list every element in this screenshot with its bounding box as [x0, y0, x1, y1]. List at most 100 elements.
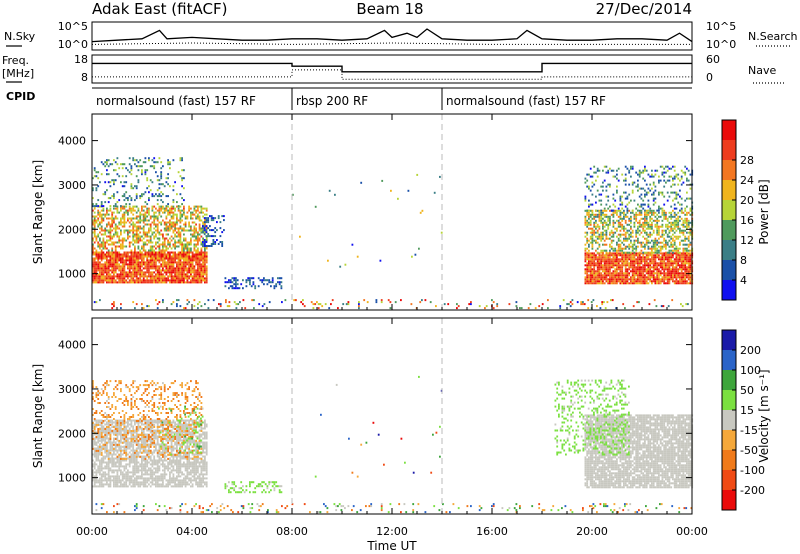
power-cell-844 — [193, 277, 196, 280]
power-cell-1466 — [162, 219, 164, 222]
power-cell-3437 — [630, 235, 632, 238]
power-cell-481 — [149, 271, 152, 274]
power-cell-1179 — [121, 215, 124, 218]
power-cell-594 — [163, 279, 166, 282]
power-cell-3818 — [684, 237, 687, 240]
power-cell-3493 — [638, 229, 641, 232]
power-cell-911 — [200, 259, 203, 262]
power-cell-3303 — [610, 247, 613, 250]
power-cell-3754 — [673, 219, 676, 222]
velocity-cell-179 — [104, 475, 107, 478]
power-cell-3054 — [684, 268, 687, 271]
power-cell-1670 — [190, 237, 192, 240]
power-cell-3692 — [665, 213, 667, 216]
power-cell-174 — [111, 253, 114, 256]
power-cell-3586 — [651, 233, 653, 236]
power-cell-2011 — [167, 195, 169, 198]
power-cell-2297 — [591, 254, 594, 257]
power-cell-3485 — [637, 229, 639, 232]
power-cell-1076 — [107, 235, 110, 238]
power-cell-1956 — [148, 199, 150, 202]
power-cell-43 — [95, 253, 98, 256]
power-cell-1546 — [172, 217, 175, 220]
power-cell-4081 — [656, 209, 659, 212]
power-cell-3952 — [612, 169, 615, 172]
power-cell-1954 — [146, 177, 149, 180]
velocity-cell-329 — [114, 483, 117, 486]
power-cell-1100 — [111, 241, 114, 244]
power-cell-110 — [104, 265, 107, 268]
velocity-cell-134 — [100, 463, 103, 466]
power-cell-4197 — [111, 307, 114, 310]
power-cell-1506 — [167, 221, 169, 224]
power-cell-2350 — [598, 266, 601, 269]
power-cell-1929 — [137, 169, 140, 172]
power-cell-2073 — [207, 235, 210, 238]
velocity-cell-241 — [107, 455, 110, 458]
power-cell-2338 — [596, 260, 599, 263]
power-cell-196 — [114, 269, 117, 272]
power-cell-897 — [198, 257, 201, 260]
power-cell-943 — [204, 255, 206, 258]
power-cell-913 — [200, 255, 203, 258]
power-cell-4318 — [484, 307, 486, 310]
velocity-cell-2 — [92, 477, 94, 480]
power-cell-3319 — [612, 223, 615, 226]
power-cell-1905 — [130, 187, 133, 190]
power-cell-4068 — [652, 199, 655, 202]
power-cell-86 — [100, 257, 103, 260]
power-cell-3545 — [645, 227, 648, 230]
velocity-cell-269 — [109, 447, 112, 450]
power-cell-2043 — [181, 157, 183, 160]
power-cell-3549 — [645, 217, 648, 220]
power-cell-1323 — [142, 233, 145, 236]
velocity-cell-244 — [107, 449, 110, 452]
velocity-cell-228 — [107, 483, 110, 486]
power-cell-4349 — [580, 301, 583, 304]
power-cell-3004 — [679, 278, 681, 281]
velocity-cell-73 — [97, 485, 100, 488]
power-cell-1657 — [188, 241, 190, 244]
velocity-cell-130 — [100, 473, 103, 476]
power-cell-886 — [198, 279, 201, 282]
power-cell-721 — [177, 253, 180, 256]
power-cell-1707 — [195, 237, 197, 240]
power-cell-429 — [142, 263, 145, 266]
power-cell-3481 — [637, 241, 639, 244]
power-cell-388 — [137, 259, 140, 262]
power-cell-809 — [188, 257, 190, 260]
power-cell-2483 — [614, 262, 617, 265]
power-cell-263 — [123, 279, 126, 282]
power-cell-3582 — [651, 249, 653, 252]
power-cell-4100 — [661, 165, 664, 168]
power-cell-2743 — [645, 268, 648, 271]
power-cell-1593 — [179, 239, 182, 242]
power-cell-3463 — [633, 221, 636, 224]
power-cell-3375 — [621, 247, 624, 250]
power-cell-457 — [146, 259, 149, 262]
velocity-cell-439 — [121, 483, 124, 486]
power-cell-95 — [102, 271, 105, 274]
power-cell-823 — [190, 259, 192, 262]
power-cell-773 — [184, 273, 187, 276]
power-cell-925 — [202, 261, 204, 264]
power-cell-1505 — [167, 225, 169, 228]
power-cell-3945 — [610, 209, 613, 212]
power-cell-615 — [165, 263, 168, 266]
power-cell-4276 — [319, 303, 322, 306]
power-cell-4321 — [491, 299, 493, 302]
power-cell-3021 — [680, 272, 683, 275]
power-cell-264 — [123, 277, 126, 280]
power-cell-4274 — [317, 307, 320, 310]
power-cell-3333 — [616, 251, 618, 254]
power-cell-2283 — [589, 252, 592, 255]
velocity-cell-115 — [99, 443, 101, 446]
power-cell-1101 — [111, 237, 114, 240]
power-cell-1735 — [198, 233, 201, 236]
power-cell-826 — [190, 251, 192, 254]
power-cell-2 — [92, 277, 94, 280]
freq-left-label: Freq. — [2, 54, 29, 67]
power-cell-2044 — [183, 199, 185, 202]
power-cell-3974 — [623, 191, 625, 194]
